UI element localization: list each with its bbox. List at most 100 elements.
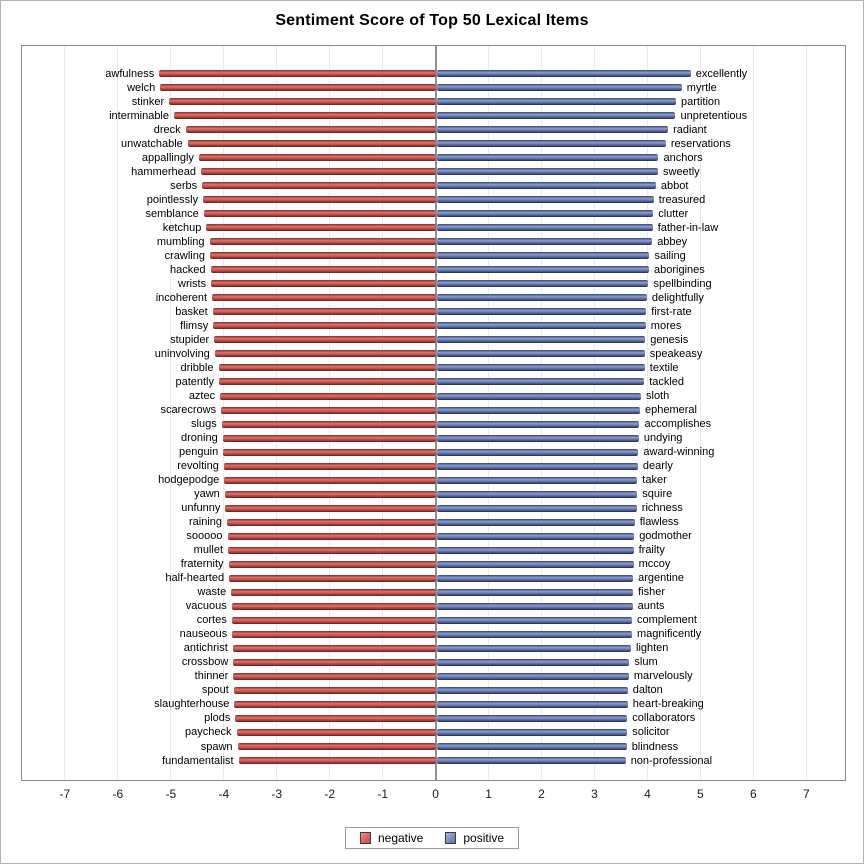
- negative-word-label: crossbow: [181, 656, 229, 669]
- negative-word-label: nauseous: [179, 628, 228, 641]
- negative-bar: [209, 238, 436, 246]
- negative-bar: [206, 224, 436, 232]
- positive-word-label: slum: [634, 656, 658, 669]
- positive-word-label: sailing: [654, 249, 686, 262]
- negative-word-label: spawn: [200, 740, 233, 753]
- positive-word-label: complement: [637, 614, 697, 627]
- negative-word-label: slugs: [191, 418, 217, 430]
- negative-word-label: hacked: [170, 263, 206, 276]
- positive-bar: [436, 378, 645, 386]
- negative-word-label: spout: [201, 684, 229, 697]
- negative-bar: [224, 476, 436, 484]
- negative-word-label: pointlessly: [146, 193, 199, 206]
- negative-bar: [220, 392, 436, 400]
- positive-bar: [436, 546, 634, 554]
- zero-axis-line: [434, 46, 437, 780]
- negative-bar: [234, 700, 436, 708]
- x-axis-tick-label: -7: [59, 787, 71, 801]
- gridline: [170, 46, 172, 780]
- x-axis-tick-label: 7: [802, 787, 810, 801]
- negative-word-label: penguin: [179, 446, 219, 458]
- negative-word-label: mumbling: [156, 235, 205, 248]
- positive-word-label: excellently: [695, 67, 748, 80]
- positive-bar: [436, 532, 635, 540]
- negative-word-label: vacuous: [185, 600, 227, 613]
- positive-word-label: richness: [641, 502, 683, 515]
- positive-bar: [436, 98, 676, 105]
- positive-bar: [436, 280, 649, 288]
- positive-bar: [436, 112, 676, 120]
- negative-bar: [232, 630, 436, 638]
- negative-word-label: waste: [197, 586, 227, 599]
- legend-label-positive: positive: [463, 831, 505, 845]
- negative-bar: [169, 98, 436, 105]
- negative-bar: [203, 210, 436, 218]
- positive-word-label: reservations: [670, 137, 731, 150]
- positive-bar: [436, 504, 637, 512]
- negative-word-label: thinner: [194, 670, 229, 683]
- x-axis-tick-label: -4: [218, 787, 230, 801]
- positive-word-label: textile: [649, 361, 679, 374]
- positive-word-label: abbot: [660, 179, 689, 192]
- negative-word-label: unwatchable: [121, 137, 183, 150]
- positive-bar: [436, 196, 654, 204]
- x-axis-tick-label: 2: [538, 787, 545, 801]
- negative-bar: [214, 336, 436, 344]
- negative-bar: [201, 168, 436, 176]
- negative-word-label: slaughterhouse: [154, 698, 230, 711]
- negative-word-label: antichrist: [183, 642, 228, 655]
- positive-word-label: anchors: [663, 151, 703, 164]
- negative-word-label: yawn: [194, 488, 220, 501]
- negative-word-label: revolting: [177, 460, 219, 473]
- positive-word-label: collaborators: [632, 712, 696, 725]
- negative-word-label: flimsy: [180, 319, 209, 332]
- positive-bar: [436, 757, 626, 764]
- positive-word-label: godmother: [639, 530, 692, 543]
- positive-word-label: non-professional: [630, 754, 713, 767]
- positive-word-label: flawless: [639, 516, 679, 529]
- negative-bar: [159, 70, 436, 77]
- negative-bar: [235, 714, 436, 722]
- negative-bar: [237, 743, 436, 750]
- positive-bar: [436, 588, 634, 596]
- negative-word-label: crawling: [164, 249, 205, 262]
- positive-word-label: squire: [642, 488, 673, 501]
- negative-bar: [223, 448, 436, 456]
- negative-word-label: appallingly: [141, 151, 194, 164]
- gridline: [805, 46, 807, 780]
- negative-bar: [228, 546, 436, 554]
- plot-area: awfulness excellently welch myrtle stinker pa…: [21, 45, 846, 781]
- negative-bar: [233, 672, 436, 680]
- negative-bar: [227, 518, 436, 526]
- positive-word-label: ephemeral: [645, 404, 697, 416]
- negative-bar: [238, 757, 436, 764]
- negative-bar: [210, 252, 436, 260]
- positive-word-label: tackled: [649, 375, 685, 388]
- positive-word-label: unpretentious: [680, 109, 748, 122]
- negative-word-label: serbs: [170, 179, 198, 192]
- positive-word-label: fisher: [638, 586, 665, 599]
- positive-bar: [436, 743, 627, 750]
- negative-bar: [202, 182, 436, 190]
- negative-word-label: fundamentalist: [162, 754, 234, 767]
- negative-bar: [214, 350, 436, 358]
- negative-bar: [185, 126, 436, 134]
- negative-word-label: semblance: [145, 207, 199, 220]
- positive-word-label: abbey: [657, 235, 688, 248]
- x-axis-tick-label: 1: [485, 787, 492, 801]
- positive-word-label: solicitor: [632, 726, 670, 739]
- positive-bar: [436, 462, 638, 470]
- positive-word-label: accomplishes: [644, 418, 712, 430]
- positive-bar: [436, 238, 653, 246]
- positive-word-label: undying: [643, 432, 683, 444]
- positive-word-label: blindness: [631, 740, 679, 753]
- negative-bar: [232, 644, 436, 652]
- positive-word-label: argentine: [638, 572, 684, 585]
- positive-bar: [436, 308, 647, 316]
- negative-bar: [225, 504, 436, 512]
- positive-word-label: aunts: [637, 600, 665, 613]
- negative-bar: [213, 322, 436, 330]
- negative-bar: [160, 84, 436, 91]
- legend-item-negative: negative: [359, 831, 423, 845]
- x-axis-tick-label: 0: [432, 787, 439, 801]
